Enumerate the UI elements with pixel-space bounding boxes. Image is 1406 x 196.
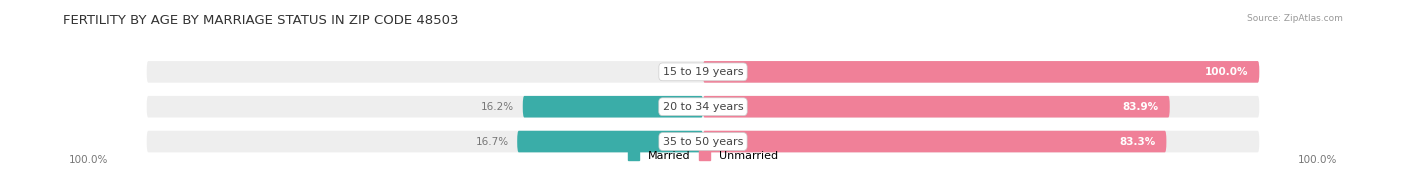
FancyBboxPatch shape	[146, 131, 1260, 152]
FancyBboxPatch shape	[703, 96, 1170, 118]
Text: FERTILITY BY AGE BY MARRIAGE STATUS IN ZIP CODE 48503: FERTILITY BY AGE BY MARRIAGE STATUS IN Z…	[63, 14, 458, 27]
Legend: Married, Unmarried: Married, Unmarried	[623, 146, 783, 165]
Text: 16.7%: 16.7%	[475, 137, 509, 147]
FancyBboxPatch shape	[703, 131, 1167, 152]
FancyBboxPatch shape	[146, 61, 1260, 83]
Text: 83.9%: 83.9%	[1122, 102, 1159, 112]
FancyBboxPatch shape	[146, 96, 1260, 118]
Text: 83.3%: 83.3%	[1119, 137, 1156, 147]
FancyBboxPatch shape	[703, 61, 1260, 83]
Text: 100.0%: 100.0%	[1298, 155, 1337, 165]
FancyBboxPatch shape	[517, 131, 703, 152]
Text: 100.0%: 100.0%	[1205, 67, 1249, 77]
Text: 20 to 34 years: 20 to 34 years	[662, 102, 744, 112]
FancyBboxPatch shape	[523, 96, 703, 118]
Text: 16.2%: 16.2%	[481, 102, 515, 112]
Text: 35 to 50 years: 35 to 50 years	[662, 137, 744, 147]
Text: Source: ZipAtlas.com: Source: ZipAtlas.com	[1247, 14, 1343, 23]
Text: 15 to 19 years: 15 to 19 years	[662, 67, 744, 77]
Text: 0.0%: 0.0%	[668, 67, 695, 77]
Text: 100.0%: 100.0%	[69, 155, 108, 165]
